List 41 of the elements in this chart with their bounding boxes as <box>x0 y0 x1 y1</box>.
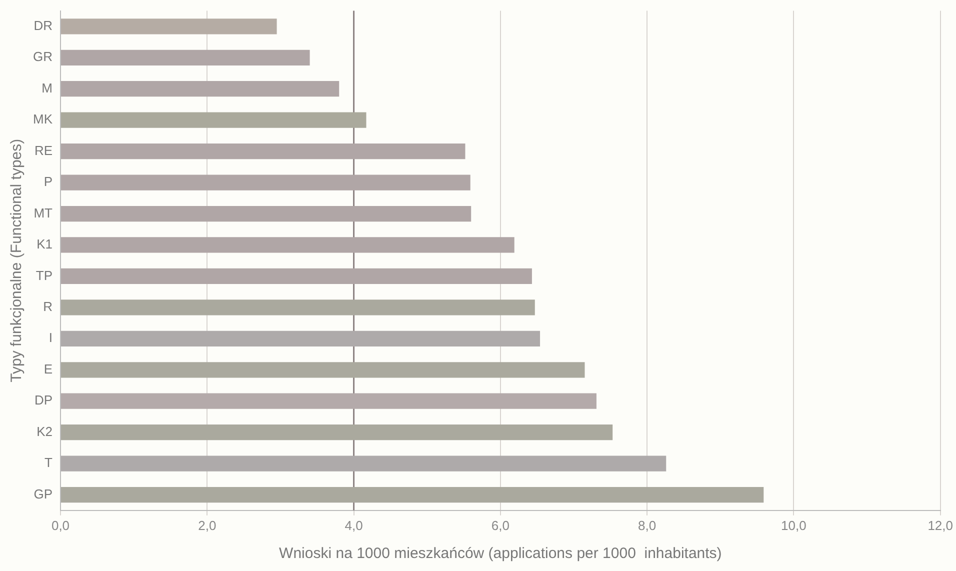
bar <box>61 300 535 316</box>
bar <box>61 362 585 378</box>
y-axis-title: Typy funkcjonalne (Functional types) <box>8 138 26 382</box>
bar <box>61 456 666 472</box>
y-tick-label: K2 <box>36 424 52 439</box>
x-tick-label: 4,0 <box>344 518 363 533</box>
y-tick-label: MK <box>33 112 53 127</box>
bar <box>61 18 277 34</box>
bar <box>61 206 472 222</box>
x-axis-title: Wnioski na 1000 mieszkańców (applications per 1000 inhabitants) <box>279 545 722 562</box>
y-tick-label: I <box>48 330 52 346</box>
y-tick-label: TP <box>36 268 52 283</box>
y-tick-label: DR <box>34 18 52 33</box>
x-tick-label: 10,0 <box>781 518 806 533</box>
bar <box>61 486 764 503</box>
y-tick-label: GR <box>33 49 52 64</box>
y-tick-label: T <box>44 455 53 470</box>
bar <box>61 424 613 440</box>
y-tick-label: P <box>44 174 52 190</box>
bar <box>61 268 532 284</box>
x-tick-label: 8,0 <box>638 518 656 533</box>
bar <box>61 393 596 409</box>
x-tick-label: 12,0 <box>928 518 954 533</box>
x-tick-label: 6,0 <box>491 518 510 533</box>
y-tick-label: M <box>42 80 52 96</box>
bar <box>61 330 540 346</box>
bar <box>61 81 340 97</box>
x-tick-label: 0,0 <box>51 518 70 533</box>
y-tick-label: E <box>44 361 53 376</box>
bar <box>61 174 470 190</box>
bar <box>61 237 514 253</box>
y-tick-label: MT <box>34 205 53 220</box>
y-tick-label: RE <box>34 142 53 158</box>
x-tick-label: 2,0 <box>198 518 216 533</box>
y-tick-label: R <box>43 299 52 314</box>
bar <box>61 112 366 128</box>
y-tick-label: GP <box>34 486 52 502</box>
bar <box>61 144 466 160</box>
bar <box>61 50 310 66</box>
y-tick-label: DP <box>34 392 52 408</box>
y-tick-label: K1 <box>36 236 52 252</box>
